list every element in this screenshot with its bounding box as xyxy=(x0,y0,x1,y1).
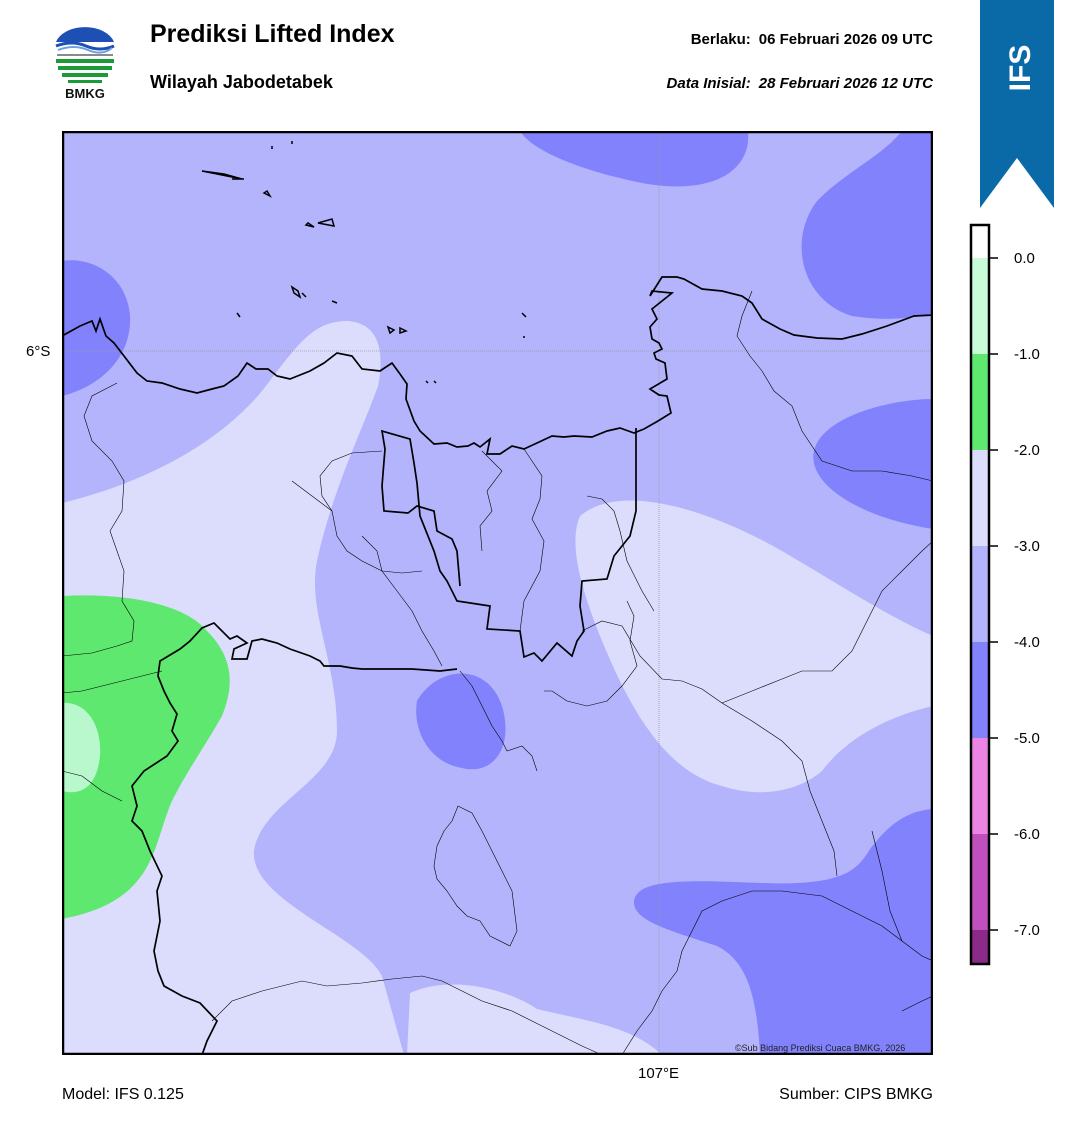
colorbar-segment-4 xyxy=(971,642,989,738)
colorbar xyxy=(968,222,1048,968)
map-credit: ©Sub Bidang Prediksi Cuaca BMKG, 2026 xyxy=(735,1043,906,1053)
colorbar-segment-0 xyxy=(971,258,989,354)
field-light-south xyxy=(407,984,662,1055)
colorbar-tick-label: 0.0 xyxy=(1014,250,1035,267)
init-time-value: 28 Februari 2026 12 UTC xyxy=(758,75,933,92)
colorbar-tick-label: -6.0 xyxy=(1014,826,1040,843)
valid-time: Berlaku: 06 Februari 2026 09 UTC xyxy=(691,31,933,48)
source-info: Sumber: CIPS BMKG xyxy=(779,1086,933,1103)
valid-time-label: Berlaku: xyxy=(690,31,751,48)
init-time-label: Data Inisial: xyxy=(666,75,751,92)
province-border-west xyxy=(131,621,458,1055)
field-light-east xyxy=(575,500,933,793)
colorbar-ticks xyxy=(989,257,998,931)
lifted-index-map xyxy=(61,130,934,1056)
colorbar-segment-3 xyxy=(971,546,989,642)
region-subtitle: Wilayah Jabodetabek xyxy=(150,72,333,92)
colorbar-segment-2 xyxy=(971,450,989,546)
field-blue-top xyxy=(520,131,749,187)
colorbar-tick-label: -5.0 xyxy=(1014,730,1040,747)
colorbar-tick-label: -3.0 xyxy=(1014,538,1040,555)
colorbar-tick-label: -1.0 xyxy=(1014,346,1040,363)
regency-borders xyxy=(62,290,933,1055)
colorbar-tick-label: -2.0 xyxy=(1014,442,1040,459)
field-green-west xyxy=(62,595,230,919)
colorbar-top-cap xyxy=(971,225,989,258)
latitude-label: 6°S xyxy=(26,343,51,360)
colorbar-frame xyxy=(969,223,991,966)
model-info: Model: IFS 0.125 xyxy=(62,1086,184,1103)
map-canvas xyxy=(61,130,934,1056)
colorbar-segment-6 xyxy=(971,834,989,930)
colorbar-segment-5 xyxy=(971,738,989,834)
field-blue-ne xyxy=(801,131,933,319)
colorbar-segment-1 xyxy=(971,354,989,450)
colorbar-segment-7 xyxy=(971,930,989,964)
bmkg-emblem-icon xyxy=(55,27,115,83)
java-coastline xyxy=(62,276,933,455)
longitude-label: 107°E xyxy=(638,1065,680,1082)
field-palegreen-west xyxy=(62,702,101,793)
field-light-west xyxy=(62,321,404,1055)
field-blue-center xyxy=(416,673,506,770)
page-title: Prediksi Lifted Index xyxy=(150,20,395,48)
ribbon-text: IFS xyxy=(1004,45,1037,92)
island-group xyxy=(201,141,527,384)
model-ribbon: IFS xyxy=(980,0,1054,208)
bmkg-logo: BMKG xyxy=(52,20,118,102)
map-frame xyxy=(61,130,934,1056)
colorbar-tick-label: -7.0 xyxy=(1014,922,1040,939)
field-blue-east xyxy=(813,399,933,529)
init-time: Data Inisial: 28 Februari 2026 12 UTC xyxy=(667,75,933,92)
province-border xyxy=(380,428,637,663)
field-blue-nw xyxy=(62,260,131,396)
logo-text: BMKG xyxy=(65,86,105,101)
valid-time-value: 06 Februari 2026 09 UTC xyxy=(758,31,933,48)
colorbar-tick-label: -4.0 xyxy=(1014,634,1040,651)
field-blue-se xyxy=(633,809,933,1055)
